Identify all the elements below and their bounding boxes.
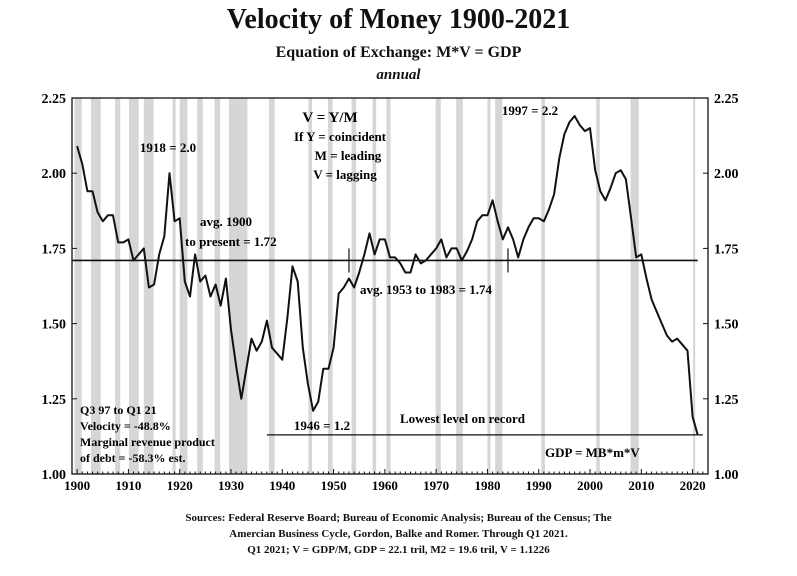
formula-line-2: If Y = coincident: [294, 129, 387, 144]
velocity-series: [76, 115, 699, 436]
recession-bar: [495, 98, 503, 474]
recession-bar: [74, 98, 82, 474]
recession-bar: [179, 98, 188, 474]
decline-note-line2: Velocity = -48.8%: [80, 419, 171, 433]
recession-bar: [115, 98, 121, 474]
average-1953-1983-label: avg. 1953 to 1983 = 1.74: [360, 282, 492, 297]
y-tick-label-right: 1.00: [714, 468, 739, 483]
chart-subtitle: Equation of Exchange: M*V = GDP: [275, 44, 522, 61]
recession-bar: [372, 98, 377, 474]
x-tick-label: 1930: [218, 478, 244, 493]
x-tick-label: 1920: [167, 478, 193, 493]
recession-bar: [308, 98, 313, 474]
recession-bar: [128, 98, 139, 474]
formula-line-3: M = leading: [315, 148, 382, 163]
y-tick-label-right: 1.50: [714, 318, 739, 333]
sources-footer-line3: Q1 2021; V = GDP/M, GDP = 22.1 tril, M2 …: [247, 544, 550, 556]
recession-bar: [693, 98, 696, 474]
x-tick-label: 1910: [115, 478, 141, 493]
reference-lines: [72, 248, 703, 436]
decline-note-line1: Q3 97 to Q1 21: [80, 403, 157, 417]
x-tick-label: 2010: [628, 478, 654, 493]
gdp-formula-label: GDP = MB*m*V: [545, 445, 640, 460]
decline-note-line3: Marginal revenue product: [80, 435, 215, 449]
recession-bar: [435, 98, 441, 474]
recession-bar: [541, 98, 545, 474]
annotation-1997: 1997 = 2.2: [502, 103, 558, 118]
annotation-1918: 1918 = 2.0: [140, 140, 196, 155]
recession-bar: [172, 98, 176, 474]
annotation-1946: 1946 = 1.2: [294, 418, 350, 433]
y-tick-label-right: 2.00: [714, 167, 739, 182]
recession-bar: [197, 98, 203, 474]
x-tick-label: 1960: [372, 478, 398, 493]
y-tick-label-left: 1.50: [42, 318, 67, 333]
average-label-line2: to present = 1.72: [185, 234, 277, 249]
x-tick-label: 1950: [321, 478, 347, 493]
recession-bar: [327, 98, 333, 474]
chart-title: Velocity of Money 1900-2021: [226, 4, 571, 35]
y-tick-label-left: 2.00: [42, 167, 67, 182]
recession-bar: [228, 98, 248, 474]
y-tick-label-right: 1.75: [714, 242, 739, 257]
recession-bars: [74, 98, 696, 474]
formula-velocity: V = Y/M: [302, 110, 357, 126]
x-tick-label: 2000: [577, 478, 603, 493]
formula-line-4: V = lagging: [313, 167, 377, 182]
recession-bar: [630, 98, 639, 474]
recession-bar: [487, 98, 491, 474]
x-tick-label: 1980: [474, 478, 500, 493]
sources-footer-line2: Amercian Business Cycle, Gordon, Balke a…: [229, 528, 568, 540]
recession-bar: [386, 98, 391, 474]
y-tick-label-right: 1.25: [714, 393, 739, 408]
recession-bar: [596, 98, 600, 474]
x-tick-label: 1990: [526, 478, 552, 493]
chart-subtitle-annual: annual: [376, 67, 421, 83]
recession-bar: [268, 98, 275, 474]
y-tick-label-left: 1.00: [42, 468, 67, 483]
recession-bar: [214, 98, 221, 474]
recession-bar: [456, 98, 463, 474]
x-tick-label: 1970: [423, 478, 449, 493]
x-tick-label: 1940: [269, 478, 295, 493]
axis-ticks: 1900 1910 1920 1930 1940 1950 1960 1970 1980 1990…: [42, 92, 739, 493]
average-label-line1: avg. 1900: [200, 214, 252, 229]
x-tick-label: 1900: [64, 478, 90, 493]
y-tick-label-left: 1.75: [42, 242, 67, 257]
y-tick-label-right: 2.25: [714, 92, 739, 107]
recession-bar: [90, 98, 101, 474]
x-tick-label: 2020: [680, 478, 706, 493]
y-tick-label-left: 1.25: [42, 393, 67, 408]
lowest-level-label: Lowest level on record: [400, 411, 526, 426]
decline-note-line4: of debt = -58.3% est.: [80, 451, 186, 465]
annotations: 1918 = 2.0 1997 = 2.2 1946 = 1.2 V = Y/M If …: [80, 103, 640, 465]
sources-footer-line1: Sources: Federal Reserve Board; Bureau o…: [185, 512, 612, 524]
velocity-line: [76, 115, 699, 436]
y-tick-label-left: 2.25: [42, 92, 67, 107]
